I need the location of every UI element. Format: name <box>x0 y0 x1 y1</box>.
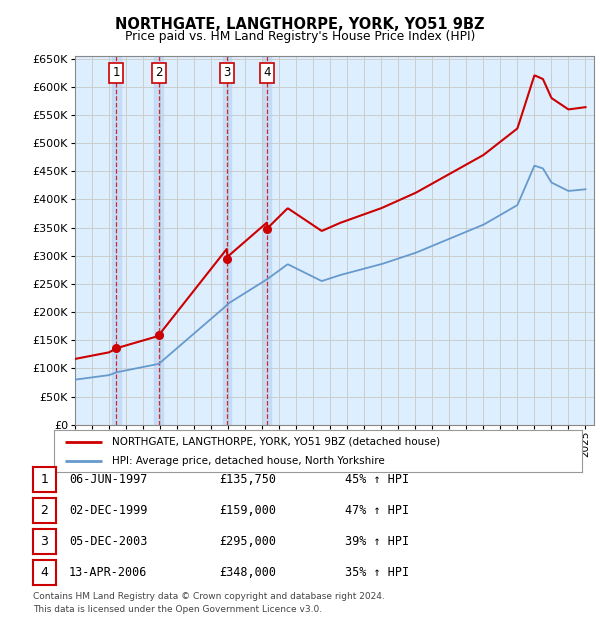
Text: £295,000: £295,000 <box>219 536 276 548</box>
Text: 1: 1 <box>113 66 120 79</box>
Text: 3: 3 <box>223 66 230 79</box>
Text: NORTHGATE, LANGTHORPE, YORK, YO51 9BZ: NORTHGATE, LANGTHORPE, YORK, YO51 9BZ <box>115 17 485 32</box>
Text: HPI: Average price, detached house, North Yorkshire: HPI: Average price, detached house, Nort… <box>112 456 385 466</box>
Bar <box>223 56 231 425</box>
Text: Price paid vs. HM Land Registry's House Price Index (HPI): Price paid vs. HM Land Registry's House … <box>125 30 475 43</box>
Text: 1: 1 <box>40 474 49 486</box>
Text: £159,000: £159,000 <box>219 505 276 517</box>
Text: 39% ↑ HPI: 39% ↑ HPI <box>345 536 409 548</box>
Text: Contains HM Land Registry data © Crown copyright and database right 2024.: Contains HM Land Registry data © Crown c… <box>33 592 385 601</box>
Text: 06-JUN-1997: 06-JUN-1997 <box>69 474 148 486</box>
Text: 35% ↑ HPI: 35% ↑ HPI <box>345 567 409 579</box>
Text: 3: 3 <box>40 536 49 548</box>
Text: £348,000: £348,000 <box>219 567 276 579</box>
Text: This data is licensed under the Open Government Licence v3.0.: This data is licensed under the Open Gov… <box>33 604 322 614</box>
Bar <box>154 56 163 425</box>
Text: 02-DEC-1999: 02-DEC-1999 <box>69 505 148 517</box>
Text: NORTHGATE, LANGTHORPE, YORK, YO51 9BZ (detached house): NORTHGATE, LANGTHORPE, YORK, YO51 9BZ (d… <box>112 436 440 446</box>
Text: 05-DEC-2003: 05-DEC-2003 <box>69 536 148 548</box>
Text: £135,750: £135,750 <box>219 474 276 486</box>
Text: 4: 4 <box>40 567 49 579</box>
Text: 47% ↑ HPI: 47% ↑ HPI <box>345 505 409 517</box>
Bar <box>263 56 271 425</box>
Bar <box>112 56 121 425</box>
Text: 2: 2 <box>40 505 49 517</box>
Text: 45% ↑ HPI: 45% ↑ HPI <box>345 474 409 486</box>
Text: 2: 2 <box>155 66 163 79</box>
Text: 4: 4 <box>263 66 271 79</box>
Text: 13-APR-2006: 13-APR-2006 <box>69 567 148 579</box>
